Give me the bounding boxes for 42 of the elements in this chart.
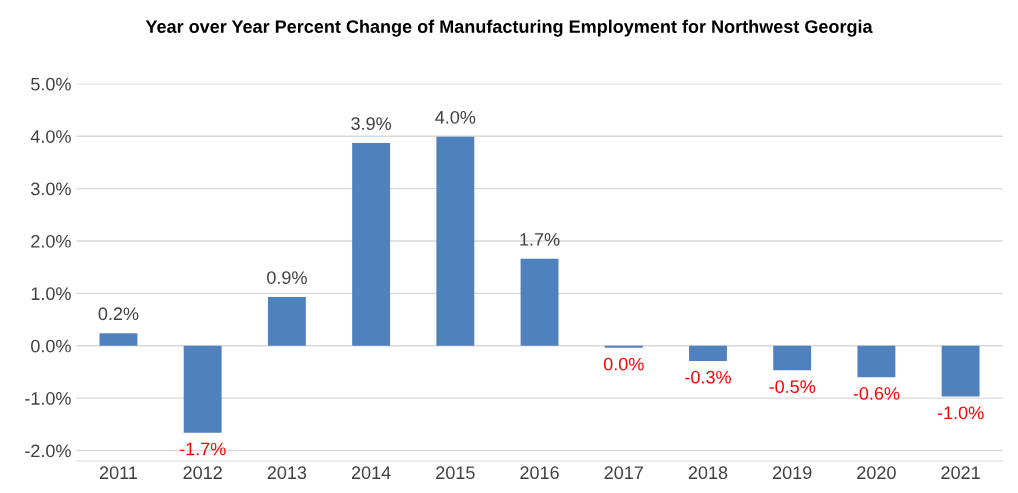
bar (436, 136, 475, 346)
data-label: 4.0% (435, 110, 476, 124)
bar (352, 143, 391, 346)
y-tick-label: 1.0% (31, 287, 71, 301)
x-tick-label: 2017 (604, 466, 643, 480)
x-tick-label: 2014 (351, 466, 391, 480)
data-label: 0.9% (267, 271, 307, 284)
y-tick-label: 2.0% (31, 234, 71, 248)
x-tick-label: 2015 (436, 466, 475, 480)
data-label: 0.0% (603, 357, 644, 371)
y-tick-label: 4.0% (30, 130, 71, 143)
x-tick-label: 2013 (267, 466, 307, 480)
chart-title: Year over Year Percent Change of Manufacturing Employment for Northwest Georgia (145, 19, 873, 37)
data-label: 3.9% (351, 117, 392, 130)
bar (773, 345, 812, 371)
bar (267, 297, 306, 346)
x-tick-label: 2018 (688, 466, 728, 480)
x-tick-label: 2012 (183, 466, 222, 480)
y-tick-label: 3.0% (31, 182, 71, 196)
data-label: -0.6% (853, 387, 900, 400)
bar (604, 345, 643, 348)
y-tick-label: -2.0% (25, 444, 71, 458)
bar (99, 333, 138, 346)
data-label: -1.0% (937, 406, 984, 420)
x-tick-label: 2021 (941, 466, 980, 480)
y-tick-label: 0.0% (31, 339, 71, 353)
data-label: 1.7% (520, 233, 560, 246)
y-tick-label: 5.0% (31, 77, 71, 91)
x-tick-label: 2020 (857, 466, 896, 480)
data-label: 0.2% (98, 307, 139, 321)
bar (520, 258, 559, 346)
bar (689, 345, 727, 361)
bar (183, 345, 222, 433)
x-tick-label: 2016 (520, 466, 559, 480)
y-tick-label: -1.0% (25, 392, 71, 405)
x-tick-label: 2011 (99, 466, 137, 480)
bar (857, 345, 896, 378)
x-tick-label: 2019 (773, 466, 812, 480)
data-label: -0.5% (769, 380, 816, 394)
bar (941, 345, 980, 397)
data-label: -0.3% (685, 370, 731, 384)
data-label: -1.7% (179, 442, 226, 456)
